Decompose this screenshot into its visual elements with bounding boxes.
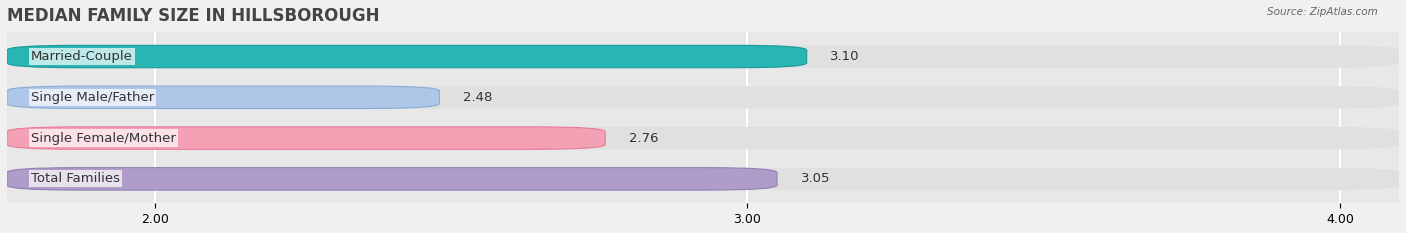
Text: Single Female/Mother: Single Female/Mother [31,132,176,145]
FancyBboxPatch shape [7,45,807,68]
Text: Total Families: Total Families [31,172,120,185]
Text: 3.05: 3.05 [801,172,831,185]
Text: 2.48: 2.48 [463,91,492,104]
Text: 2.76: 2.76 [628,132,658,145]
Text: Single Male/Father: Single Male/Father [31,91,153,104]
FancyBboxPatch shape [7,86,1399,109]
FancyBboxPatch shape [7,45,1399,68]
FancyBboxPatch shape [7,86,440,109]
Text: Source: ZipAtlas.com: Source: ZipAtlas.com [1267,7,1378,17]
FancyBboxPatch shape [7,127,605,149]
Text: 3.10: 3.10 [831,50,860,63]
FancyBboxPatch shape [7,127,1399,149]
FancyBboxPatch shape [7,168,778,190]
Text: MEDIAN FAMILY SIZE IN HILLSBOROUGH: MEDIAN FAMILY SIZE IN HILLSBOROUGH [7,7,380,25]
Text: Married-Couple: Married-Couple [31,50,132,63]
FancyBboxPatch shape [7,168,1399,190]
